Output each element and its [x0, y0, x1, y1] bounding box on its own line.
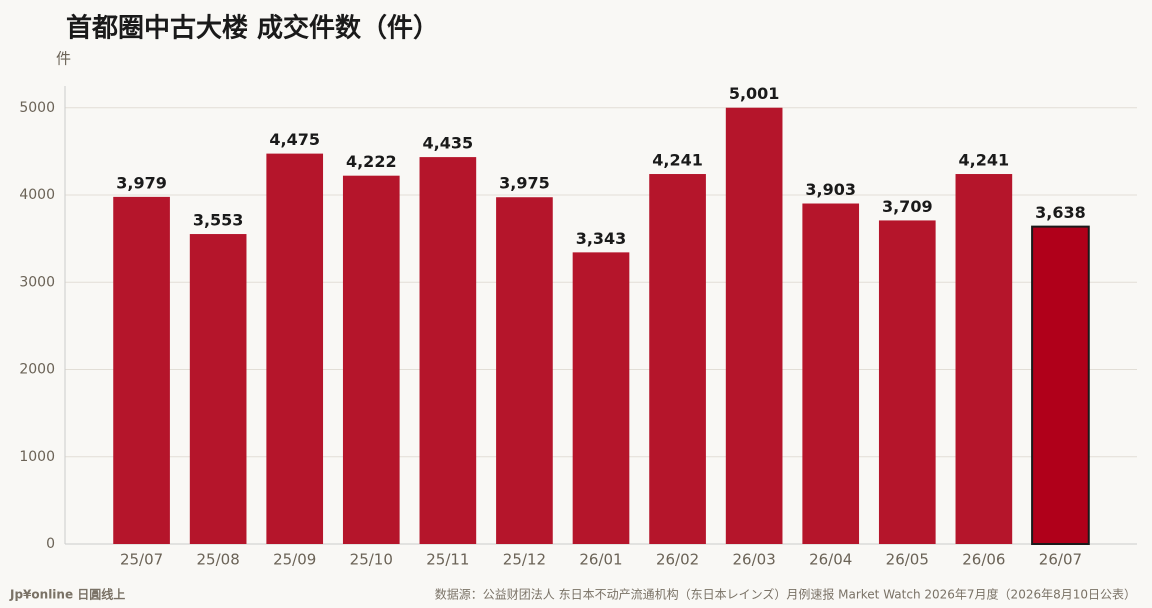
value-label: 3,979 — [116, 173, 167, 192]
bar — [266, 153, 324, 544]
x-tick-label: 25/09 — [273, 551, 316, 569]
x-tick-label: 26/07 — [1039, 551, 1082, 569]
bar — [725, 107, 783, 544]
x-tick-label: 25/12 — [503, 551, 546, 569]
value-label: 3,975 — [499, 174, 550, 193]
bar — [802, 203, 860, 545]
value-label: 3,343 — [576, 229, 627, 248]
y-tick-label: 5000 — [19, 100, 55, 116]
bar — [572, 252, 630, 545]
value-label: 4,241 — [652, 151, 703, 170]
x-tick-label: 26/01 — [579, 551, 622, 569]
bar — [342, 175, 400, 544]
bar — [1031, 225, 1090, 545]
bar — [649, 174, 706, 544]
y-tick-label: 0 — [46, 536, 55, 552]
y-tick-label: 2000 — [19, 362, 55, 378]
x-tick-label: 25/08 — [197, 551, 240, 569]
value-label: 4,241 — [959, 151, 1010, 170]
x-tick-label: 26/06 — [962, 551, 1005, 569]
value-label: 5,001 — [729, 84, 780, 103]
value-label: 4,435 — [423, 134, 474, 153]
x-tick-label: 26/04 — [809, 551, 852, 569]
y-axis-label: 件 — [56, 50, 71, 68]
bar — [955, 174, 1013, 544]
value-label: 4,222 — [346, 152, 397, 171]
brand: Jp¥online 日圓线上 — [9, 587, 125, 602]
source: 数据源：公益财团法人 东日本不动产流通机构（东日本レインズ）月例速报 Marke… — [435, 587, 1136, 602]
value-label: 3,903 — [805, 180, 856, 199]
bar — [878, 220, 936, 544]
chart-title: 首都圈中古大楼 成交件数（件） — [66, 13, 439, 44]
bar — [496, 197, 553, 544]
x-tick-label: 25/11 — [426, 551, 469, 569]
value-label: 3,553 — [193, 211, 244, 230]
x-tick-label: 26/02 — [656, 551, 699, 569]
x-tick-label: 25/07 — [120, 551, 163, 569]
x-tick-label: 26/05 — [886, 551, 929, 569]
x-tick-label: 25/10 — [350, 551, 393, 569]
y-tick-label: 1000 — [19, 449, 55, 465]
x-tick-label: 26/03 — [733, 551, 776, 569]
y-tick-label: 4000 — [19, 187, 55, 203]
value-label: 3,638 — [1035, 203, 1086, 222]
bar — [189, 234, 247, 545]
bar — [113, 196, 170, 544]
value-label: 3,709 — [882, 197, 933, 216]
bar — [419, 157, 477, 544]
y-tick-label: 3000 — [19, 274, 55, 290]
value-label: 4,475 — [269, 130, 320, 149]
